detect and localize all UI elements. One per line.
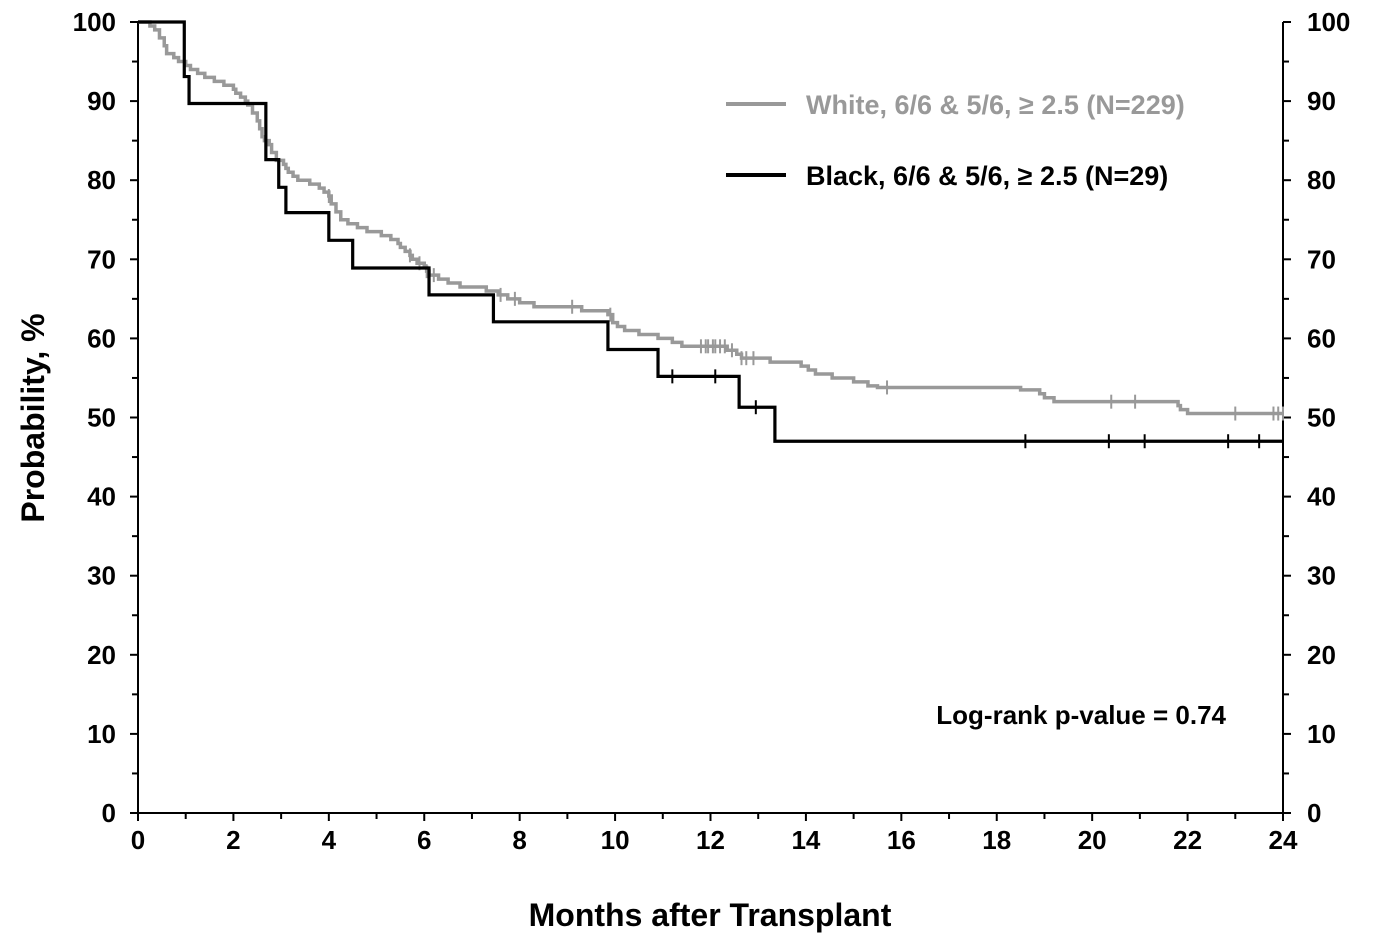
y-tick-label-left: 50 [87, 403, 116, 433]
x-tick-label: 4 [322, 825, 337, 855]
y-tick-label-right: 0 [1307, 798, 1321, 828]
x-tick-label: 6 [417, 825, 431, 855]
x-tick-label: 20 [1078, 825, 1107, 855]
y-tick-label-right: 20 [1307, 640, 1336, 670]
legend-label-black: Black, 6/6 & 5/6, ≥ 2.5 (N=29) [806, 161, 1168, 191]
y-tick-label-left: 20 [87, 640, 116, 670]
x-tick-label: 14 [791, 825, 820, 855]
x-tick-label: 8 [512, 825, 526, 855]
x-tick-label: 10 [601, 825, 630, 855]
y-tick-label-right: 70 [1307, 244, 1336, 274]
series-white-curve [138, 20, 1283, 416]
x-tick-label: 22 [1173, 825, 1202, 855]
y-tick-label-right: 90 [1307, 86, 1336, 116]
chart-axes [137, 22, 1284, 814]
series-black-curve [138, 20, 1283, 443]
log-rank-annotation: Log-rank p-value = 0.74 [936, 700, 1226, 730]
y-tick-label-right: 40 [1307, 482, 1336, 512]
y-tick-label-left: 60 [87, 323, 116, 353]
y-tick-label-left: 70 [87, 244, 116, 274]
y-tick-label-left: 0 [102, 798, 116, 828]
y-tick-label-left: 100 [73, 7, 116, 37]
y-tick-label-left: 40 [87, 482, 116, 512]
y-tick-label-right: 10 [1307, 719, 1336, 749]
y-tick-label-left: 30 [87, 561, 116, 591]
y-tick-label-right: 100 [1307, 7, 1350, 37]
y-axis-title: Probability, % [15, 313, 51, 522]
y-tick-label-left: 10 [87, 719, 116, 749]
x-axis-title: Months after Transplant [529, 897, 892, 933]
y-tick-label-right: 60 [1307, 323, 1336, 353]
y-tick-label-right: 30 [1307, 561, 1336, 591]
x-tick-label: 16 [887, 825, 916, 855]
x-tick-label: 24 [1269, 825, 1298, 855]
y-tick-label-right: 50 [1307, 403, 1336, 433]
y-tick-label-right: 80 [1307, 165, 1336, 195]
legend-label-white: White, 6/6 & 5/6, ≥ 2.5 (N=229) [806, 90, 1185, 120]
x-tick-label: 12 [696, 825, 725, 855]
y-tick-label-left: 90 [87, 86, 116, 116]
x-tick-label: 18 [982, 825, 1011, 855]
x-tick-label: 0 [131, 825, 145, 855]
y-tick-label-left: 80 [87, 165, 116, 195]
chart-series-layer [138, 20, 1284, 449]
legend: White, 6/6 & 5/6, ≥ 2.5 (N=229) Black, 6… [726, 90, 1185, 191]
x-tick-label: 2 [226, 825, 240, 855]
